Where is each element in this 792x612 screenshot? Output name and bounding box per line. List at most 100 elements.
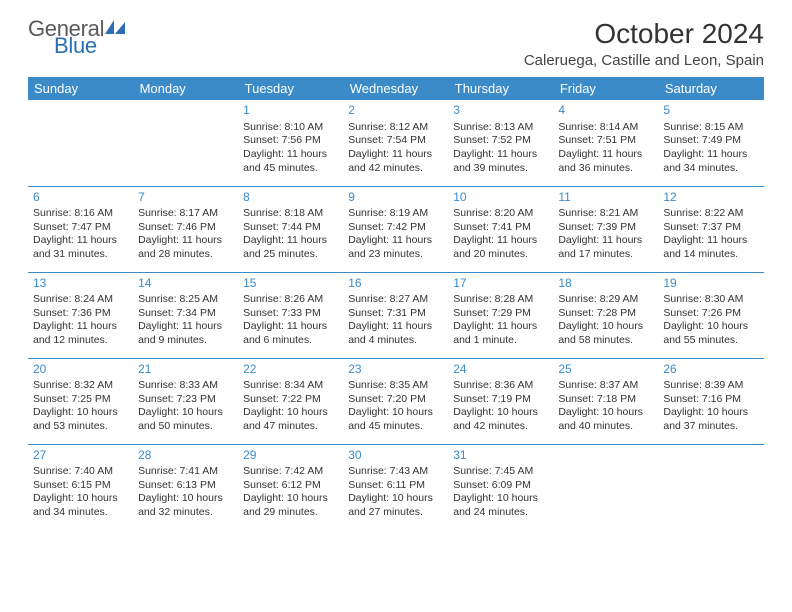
day-number: 17 xyxy=(453,276,548,292)
sunrise-text: Sunrise: 8:14 AM xyxy=(558,121,653,135)
sunrise-text: Sunrise: 7:45 AM xyxy=(453,465,548,479)
daylight-text: Daylight: 10 hours and 32 minutes. xyxy=(138,492,233,519)
calendar-cell: 27Sunrise: 7:40 AMSunset: 6:15 PMDayligh… xyxy=(28,444,133,530)
daylight-text: Daylight: 10 hours and 58 minutes. xyxy=(558,320,653,347)
calendar-cell: 19Sunrise: 8:30 AMSunset: 7:26 PMDayligh… xyxy=(658,272,763,358)
sunset-text: Sunset: 7:41 PM xyxy=(453,221,548,235)
calendar-week-row: 27Sunrise: 7:40 AMSunset: 6:15 PMDayligh… xyxy=(28,444,764,530)
daylight-text: Daylight: 10 hours and 37 minutes. xyxy=(663,406,758,433)
calendar-cell: 15Sunrise: 8:26 AMSunset: 7:33 PMDayligh… xyxy=(238,272,343,358)
daylight-text: Daylight: 11 hours and 28 minutes. xyxy=(138,234,233,261)
calendar-cell: 1Sunrise: 8:10 AMSunset: 7:56 PMDaylight… xyxy=(238,100,343,186)
day-header: Monday xyxy=(133,77,238,100)
calendar-cell: 26Sunrise: 8:39 AMSunset: 7:16 PMDayligh… xyxy=(658,358,763,444)
daylight-text: Daylight: 11 hours and 1 minute. xyxy=(453,320,548,347)
day-number: 9 xyxy=(348,190,443,206)
calendar-cell: 24Sunrise: 8:36 AMSunset: 7:19 PMDayligh… xyxy=(448,358,553,444)
sunset-text: Sunset: 7:44 PM xyxy=(243,221,338,235)
sunset-text: Sunset: 6:13 PM xyxy=(138,479,233,493)
daylight-text: Daylight: 11 hours and 31 minutes. xyxy=(33,234,128,261)
calendar-cell xyxy=(133,100,238,186)
daylight-text: Daylight: 11 hours and 17 minutes. xyxy=(558,234,653,261)
day-header: Sunday xyxy=(28,77,133,100)
sunrise-text: Sunrise: 8:26 AM xyxy=(243,293,338,307)
day-number: 16 xyxy=(348,276,443,292)
sunrise-text: Sunrise: 8:37 AM xyxy=(558,379,653,393)
sunrise-text: Sunrise: 8:12 AM xyxy=(348,121,443,135)
calendar-cell: 13Sunrise: 8:24 AMSunset: 7:36 PMDayligh… xyxy=(28,272,133,358)
sunrise-text: Sunrise: 8:33 AM xyxy=(138,379,233,393)
header: General Blue October 2024 Caleruega, Cas… xyxy=(28,18,764,69)
calendar-cell: 16Sunrise: 8:27 AMSunset: 7:31 PMDayligh… xyxy=(343,272,448,358)
sunset-text: Sunset: 7:18 PM xyxy=(558,393,653,407)
sunrise-text: Sunrise: 8:17 AM xyxy=(138,207,233,221)
daylight-text: Daylight: 11 hours and 23 minutes. xyxy=(348,234,443,261)
calendar-cell: 17Sunrise: 8:28 AMSunset: 7:29 PMDayligh… xyxy=(448,272,553,358)
calendar-cell: 20Sunrise: 8:32 AMSunset: 7:25 PMDayligh… xyxy=(28,358,133,444)
daylight-text: Daylight: 11 hours and 25 minutes. xyxy=(243,234,338,261)
sunrise-text: Sunrise: 8:18 AM xyxy=(243,207,338,221)
day-number: 13 xyxy=(33,276,128,292)
day-header: Tuesday xyxy=(238,77,343,100)
daylight-text: Daylight: 11 hours and 45 minutes. xyxy=(243,148,338,175)
sunset-text: Sunset: 7:39 PM xyxy=(558,221,653,235)
calendar-cell: 18Sunrise: 8:29 AMSunset: 7:28 PMDayligh… xyxy=(553,272,658,358)
calendar-cell: 25Sunrise: 8:37 AMSunset: 7:18 PMDayligh… xyxy=(553,358,658,444)
sunset-text: Sunset: 7:28 PM xyxy=(558,307,653,321)
sunrise-text: Sunrise: 8:35 AM xyxy=(348,379,443,393)
day-number: 30 xyxy=(348,448,443,464)
daylight-text: Daylight: 11 hours and 6 minutes. xyxy=(243,320,338,347)
day-number: 22 xyxy=(243,362,338,378)
sunset-text: Sunset: 6:11 PM xyxy=(348,479,443,493)
sunset-text: Sunset: 7:42 PM xyxy=(348,221,443,235)
daylight-text: Daylight: 10 hours and 24 minutes. xyxy=(453,492,548,519)
daylight-text: Daylight: 11 hours and 39 minutes. xyxy=(453,148,548,175)
calendar-cell: 10Sunrise: 8:20 AMSunset: 7:41 PMDayligh… xyxy=(448,186,553,272)
calendar-week-row: 6Sunrise: 8:16 AMSunset: 7:47 PMDaylight… xyxy=(28,186,764,272)
day-number: 29 xyxy=(243,448,338,464)
day-number: 21 xyxy=(138,362,233,378)
sunset-text: Sunset: 7:52 PM xyxy=(453,134,548,148)
calendar-cell: 22Sunrise: 8:34 AMSunset: 7:22 PMDayligh… xyxy=(238,358,343,444)
calendar-table: SundayMondayTuesdayWednesdayThursdayFrid… xyxy=(28,77,764,530)
day-number: 7 xyxy=(138,190,233,206)
sunset-text: Sunset: 7:19 PM xyxy=(453,393,548,407)
calendar-cell xyxy=(28,100,133,186)
sunrise-text: Sunrise: 7:42 AM xyxy=(243,465,338,479)
day-number: 5 xyxy=(663,103,758,119)
daylight-text: Daylight: 11 hours and 42 minutes. xyxy=(348,148,443,175)
sunset-text: Sunset: 7:34 PM xyxy=(138,307,233,321)
location-text: Caleruega, Castille and Leon, Spain xyxy=(524,52,764,69)
sunrise-text: Sunrise: 8:13 AM xyxy=(453,121,548,135)
sunrise-text: Sunrise: 8:29 AM xyxy=(558,293,653,307)
sunset-text: Sunset: 7:56 PM xyxy=(243,134,338,148)
calendar-cell xyxy=(553,444,658,530)
calendar-cell xyxy=(658,444,763,530)
sunrise-text: Sunrise: 8:36 AM xyxy=(453,379,548,393)
sunset-text: Sunset: 7:33 PM xyxy=(243,307,338,321)
day-number: 12 xyxy=(663,190,758,206)
sunset-text: Sunset: 6:15 PM xyxy=(33,479,128,493)
daylight-text: Daylight: 11 hours and 9 minutes. xyxy=(138,320,233,347)
daylight-text: Daylight: 10 hours and 27 minutes. xyxy=(348,492,443,519)
day-number: 11 xyxy=(558,190,653,206)
calendar-cell: 31Sunrise: 7:45 AMSunset: 6:09 PMDayligh… xyxy=(448,444,553,530)
daylight-text: Daylight: 10 hours and 42 minutes. xyxy=(453,406,548,433)
title-block: October 2024 Caleruega, Castille and Leo… xyxy=(524,18,764,69)
sunrise-text: Sunrise: 8:22 AM xyxy=(663,207,758,221)
sunrise-text: Sunrise: 8:34 AM xyxy=(243,379,338,393)
sunrise-text: Sunrise: 8:30 AM xyxy=(663,293,758,307)
sunrise-text: Sunrise: 8:28 AM xyxy=(453,293,548,307)
calendar-cell: 8Sunrise: 8:18 AMSunset: 7:44 PMDaylight… xyxy=(238,186,343,272)
sunset-text: Sunset: 7:26 PM xyxy=(663,307,758,321)
day-header: Friday xyxy=(553,77,658,100)
calendar-week-row: 13Sunrise: 8:24 AMSunset: 7:36 PMDayligh… xyxy=(28,272,764,358)
logo: General Blue xyxy=(28,18,126,57)
day-number: 3 xyxy=(453,103,548,119)
sunrise-text: Sunrise: 8:15 AM xyxy=(663,121,758,135)
day-number: 10 xyxy=(453,190,548,206)
calendar-cell: 3 Sunrise: 8:13 AMSunset: 7:52 PMDaylight… xyxy=(448,100,553,186)
sunrise-text: Sunrise: 7:43 AM xyxy=(348,465,443,479)
daylight-text: Daylight: 10 hours and 34 minutes. xyxy=(33,492,128,519)
sunset-text: Sunset: 7:36 PM xyxy=(33,307,128,321)
